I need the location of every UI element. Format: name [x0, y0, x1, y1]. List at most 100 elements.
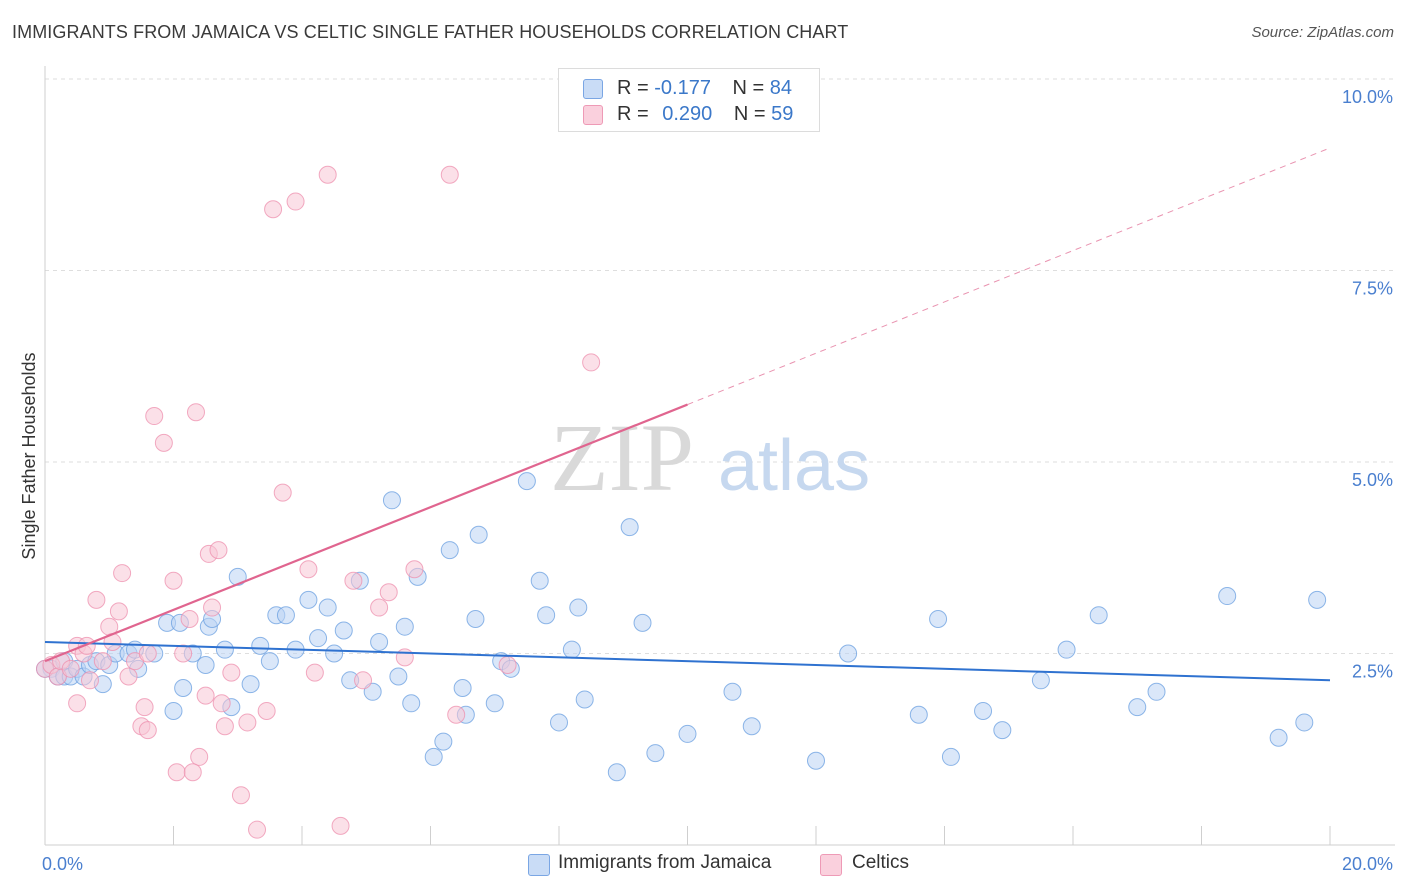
celtics-point — [119, 667, 138, 686]
jamaica-point — [485, 694, 504, 713]
jamaica-r-label: R = — [617, 77, 655, 99]
celtics-trend-extension — [687, 147, 1331, 406]
jamaica-point — [929, 610, 948, 629]
celtics-point — [93, 652, 112, 671]
jamaica-point — [550, 713, 568, 732]
jamaica-point — [424, 747, 443, 766]
jamaica-point — [174, 678, 193, 697]
jamaica-point — [678, 724, 697, 743]
celtics-point — [135, 698, 154, 717]
jamaica-point — [1128, 698, 1147, 717]
legend-celtics-swatch — [820, 854, 842, 876]
celtics-point — [109, 602, 128, 621]
celtics-point — [299, 560, 318, 579]
jamaica-point — [318, 598, 337, 617]
chart-title: IMMIGRANTS FROM JAMAICA VS CELTIC SINGLE… — [12, 22, 849, 42]
jamaica-point — [434, 732, 453, 751]
celtics-point — [80, 671, 99, 690]
legend-jamaica-label: Immigrants from Jamaica — [558, 852, 772, 873]
celtics-point — [405, 560, 424, 579]
celtics-point — [273, 483, 292, 502]
source-label: Source: ZipAtlas.com — [1251, 24, 1394, 41]
jamaica-point — [562, 640, 581, 659]
jamaica-point — [251, 636, 270, 655]
celtics-point — [248, 820, 267, 839]
jamaica-point — [215, 640, 234, 659]
jamaica-point — [453, 678, 472, 697]
jamaica-point — [575, 690, 594, 709]
axes — [44, 66, 1395, 846]
jamaica-point — [723, 682, 742, 701]
celtics-point — [264, 200, 283, 219]
x-tick-label-min: 0.0% — [42, 854, 83, 874]
jamaica-point — [370, 633, 389, 652]
jamaica-swatch — [583, 79, 603, 99]
jamaica-point — [1218, 587, 1237, 606]
jamaica-point — [941, 747, 960, 766]
y-tick-label: 7.5% — [1352, 279, 1393, 299]
celtics-point — [395, 648, 414, 667]
y-tick-label: 5.0% — [1352, 470, 1393, 490]
celtics-point — [222, 663, 241, 682]
jamaica-point — [633, 613, 652, 632]
jamaica-point — [530, 571, 549, 590]
jamaica-r-value: -0.177 — [654, 77, 711, 99]
celtics-point — [77, 636, 96, 655]
celtics-r-value: 0.290 — [662, 103, 713, 125]
jamaica-trend-line — [44, 641, 1331, 682]
celtics-point — [331, 816, 350, 835]
jamaica-point — [1269, 728, 1288, 747]
celtics-point — [87, 590, 106, 609]
celtics-point — [231, 786, 250, 805]
jamaica-point — [363, 682, 382, 701]
celtics-point — [174, 644, 193, 663]
jamaica-point — [569, 598, 588, 617]
jamaica-point — [196, 655, 215, 674]
celtics-point — [183, 763, 202, 782]
legend-celtics-label: Celtics — [852, 852, 910, 873]
celtics-point — [286, 192, 305, 211]
jamaica-point — [839, 644, 858, 663]
jamaica-point — [334, 621, 353, 640]
y-tick-label: 10.0% — [1342, 87, 1393, 107]
jamaica-point — [742, 717, 761, 736]
celtics-point — [68, 694, 87, 713]
celtics-point — [61, 659, 80, 678]
jamaica-point — [228, 567, 247, 586]
grid-lines — [45, 78, 1395, 654]
y-axis-label: Single Father Households — [19, 352, 39, 559]
celtics-point — [154, 433, 173, 452]
celtics-point — [138, 721, 157, 740]
celtics-point — [354, 671, 373, 690]
jamaica-point — [241, 675, 260, 694]
celtics-point — [145, 407, 164, 426]
legend-row-celtics: R = 0.290 N = 59 — [583, 103, 793, 126]
jamaica-point — [389, 667, 408, 686]
jamaica-point — [164, 701, 183, 720]
celtics-point — [113, 564, 132, 583]
celtics-point — [164, 571, 183, 590]
tick-labels: 2.5% 5.0% 7.5% 10.0% 0.0% 20.0% — [42, 87, 1393, 874]
celtics-point — [180, 610, 199, 629]
jamaica-point — [807, 751, 825, 770]
celtics-point — [582, 353, 601, 372]
celtics-point — [167, 763, 186, 782]
celtics-point — [440, 165, 459, 184]
celtics-point — [447, 705, 466, 724]
celtics-point — [257, 701, 276, 720]
jamaica-point — [909, 705, 928, 724]
jamaica-point — [1031, 671, 1050, 690]
jamaica-point — [993, 721, 1012, 740]
jamaica-point — [325, 644, 344, 663]
data-points — [36, 165, 1327, 839]
jamaica-point — [517, 472, 536, 491]
jamaica-point — [382, 491, 401, 510]
jamaica-n-label: N = — [732, 77, 770, 99]
jamaica-point — [974, 701, 993, 720]
jamaica-point — [309, 629, 328, 648]
jamaica-point — [1089, 606, 1108, 625]
celtics-point — [238, 713, 257, 732]
x-tick-label-max: 20.0% — [1342, 854, 1393, 874]
celtics-point — [190, 747, 209, 766]
